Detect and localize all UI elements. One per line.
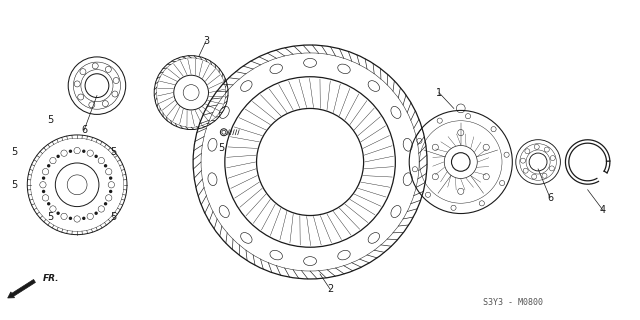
Text: 5: 5 bbox=[218, 143, 224, 153]
Text: 5: 5 bbox=[111, 212, 117, 222]
Text: 1: 1 bbox=[436, 88, 442, 98]
Text: 2: 2 bbox=[327, 284, 333, 294]
Text: S3Y3 - M0800: S3Y3 - M0800 bbox=[483, 298, 543, 307]
Circle shape bbox=[57, 212, 59, 214]
Text: 4: 4 bbox=[600, 204, 605, 215]
Text: 3: 3 bbox=[203, 36, 209, 46]
Circle shape bbox=[109, 190, 111, 192]
Text: 5: 5 bbox=[47, 212, 54, 222]
Text: 5: 5 bbox=[12, 147, 18, 157]
Text: FR.: FR. bbox=[42, 275, 59, 284]
Circle shape bbox=[57, 155, 59, 157]
Text: 5: 5 bbox=[111, 147, 117, 157]
Circle shape bbox=[70, 217, 72, 219]
Circle shape bbox=[43, 177, 45, 179]
Circle shape bbox=[104, 165, 106, 167]
Circle shape bbox=[43, 190, 45, 192]
Circle shape bbox=[95, 212, 97, 214]
Circle shape bbox=[83, 150, 84, 152]
Circle shape bbox=[48, 165, 50, 167]
Circle shape bbox=[109, 177, 111, 179]
FancyArrow shape bbox=[8, 279, 35, 298]
Text: 5: 5 bbox=[12, 180, 18, 190]
Text: 5: 5 bbox=[47, 115, 54, 125]
Text: 6: 6 bbox=[81, 125, 87, 135]
Circle shape bbox=[95, 155, 97, 157]
Circle shape bbox=[70, 150, 72, 152]
Circle shape bbox=[83, 217, 84, 219]
Text: 6: 6 bbox=[547, 193, 553, 203]
Circle shape bbox=[104, 203, 106, 205]
Circle shape bbox=[48, 203, 50, 205]
